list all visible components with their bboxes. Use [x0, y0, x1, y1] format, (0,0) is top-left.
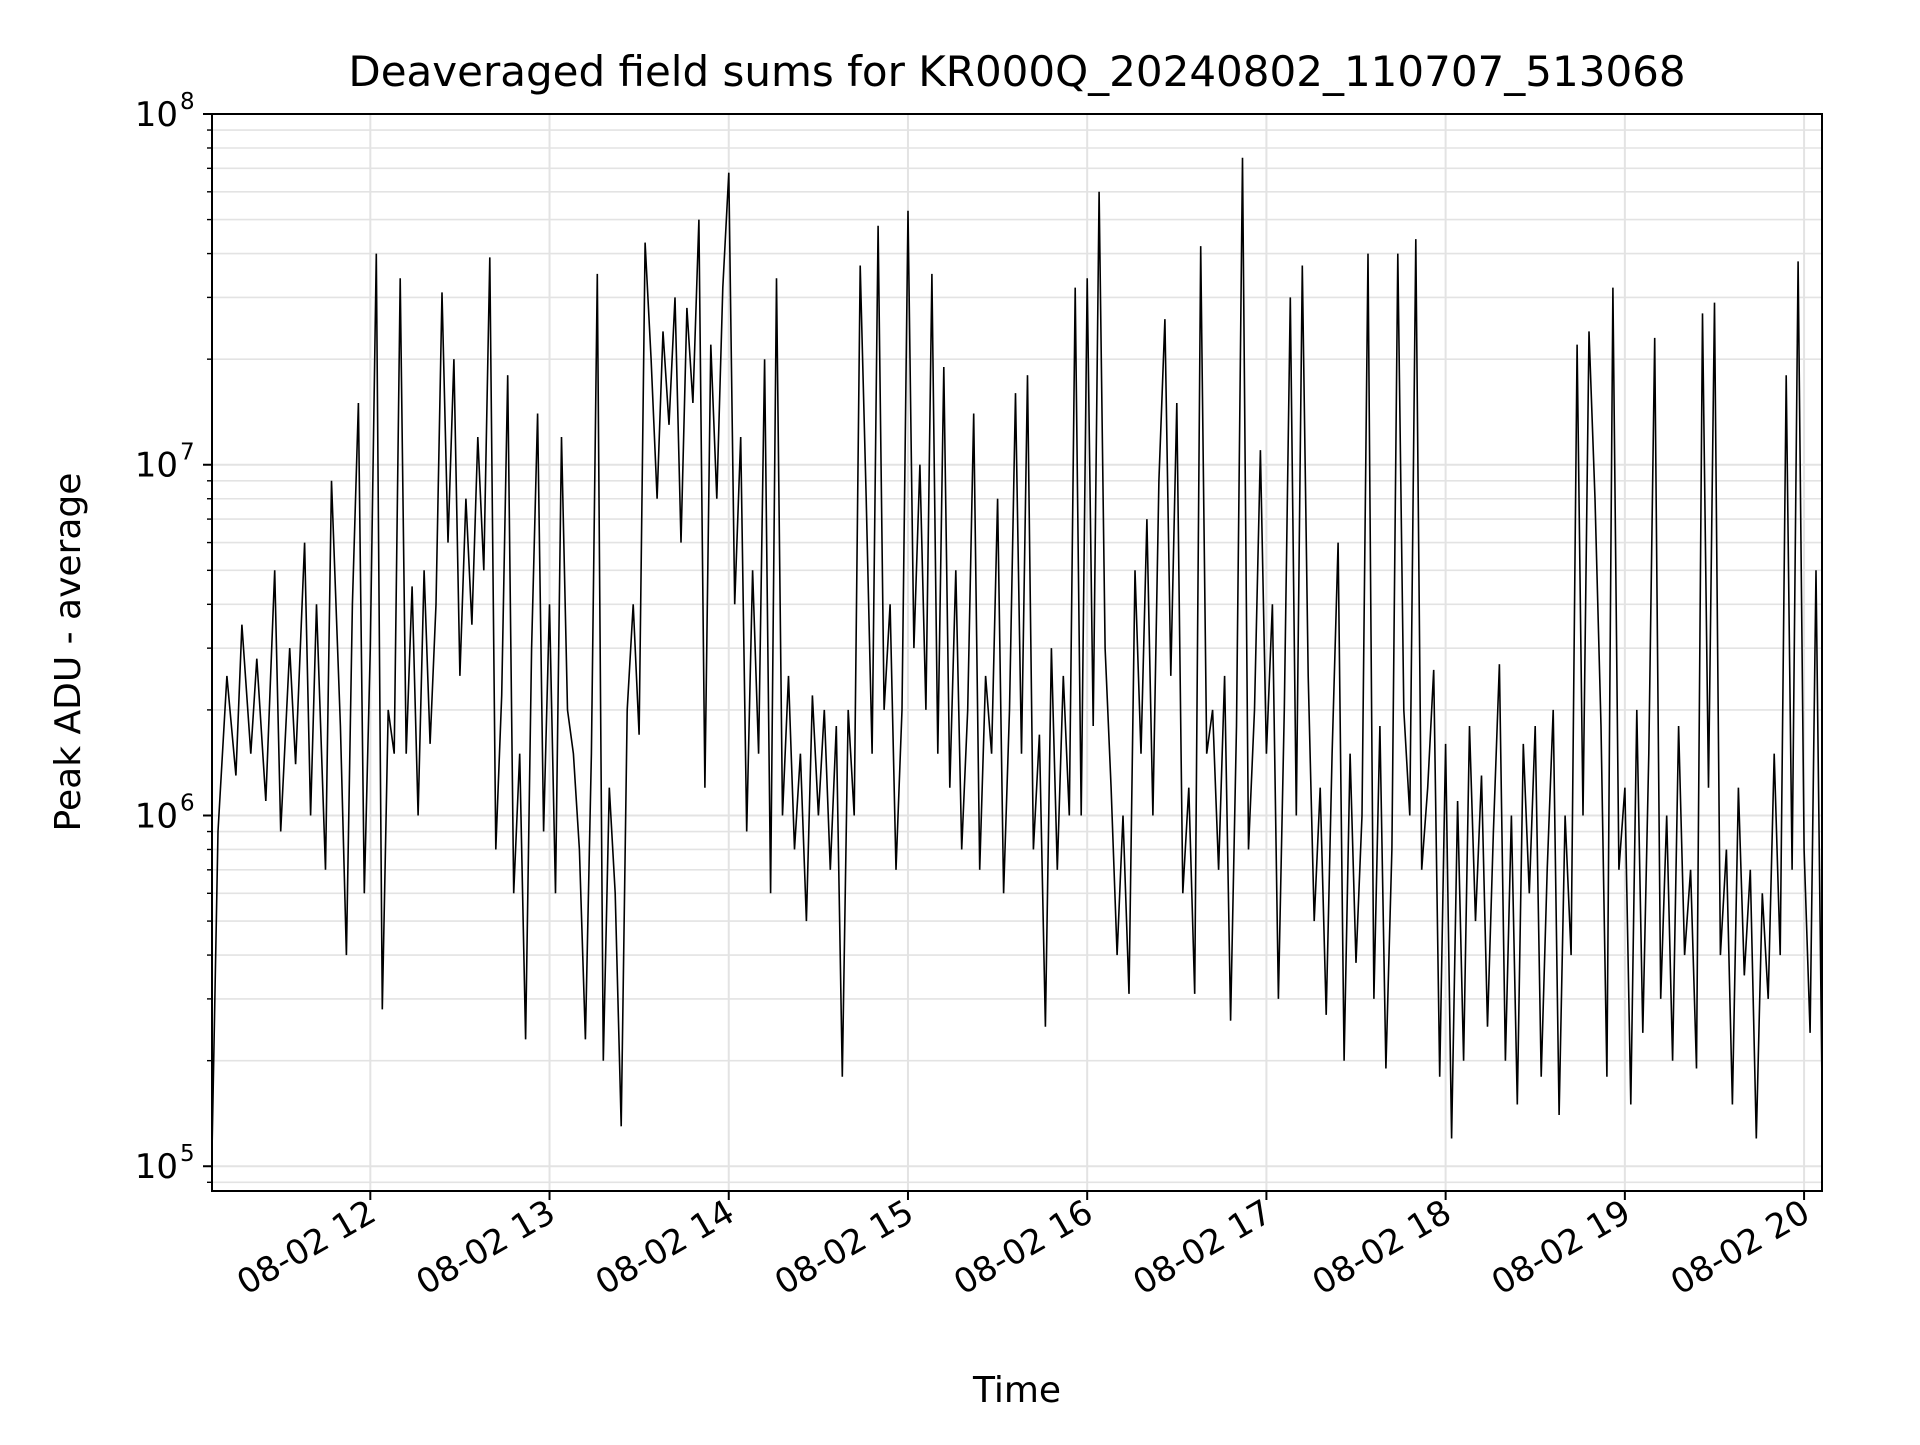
grid-layer: [212, 113, 1822, 1191]
y-axis-label: Peak ADU - average: [48, 473, 89, 832]
series-line: [211, 157, 1823, 1152]
y-tick-label-exponent: 6: [180, 790, 195, 816]
x-axis-label: Time: [972, 1370, 1061, 1411]
y-tick-label: 10: [135, 796, 178, 836]
chart-title: Deaveraged field sums for KR000Q_2024080…: [348, 47, 1685, 96]
y-tick-label: 10: [135, 446, 178, 486]
y-tick-label: 10: [135, 95, 178, 135]
y-tick-label-exponent: 5: [180, 1141, 195, 1167]
y-tick-label-exponent: 8: [180, 89, 195, 115]
y-tick-label: 10: [135, 1147, 178, 1187]
y-tick-label-exponent: 7: [180, 440, 195, 466]
series-layer: [211, 157, 1823, 1152]
plot-frame: [211, 113, 1823, 1192]
